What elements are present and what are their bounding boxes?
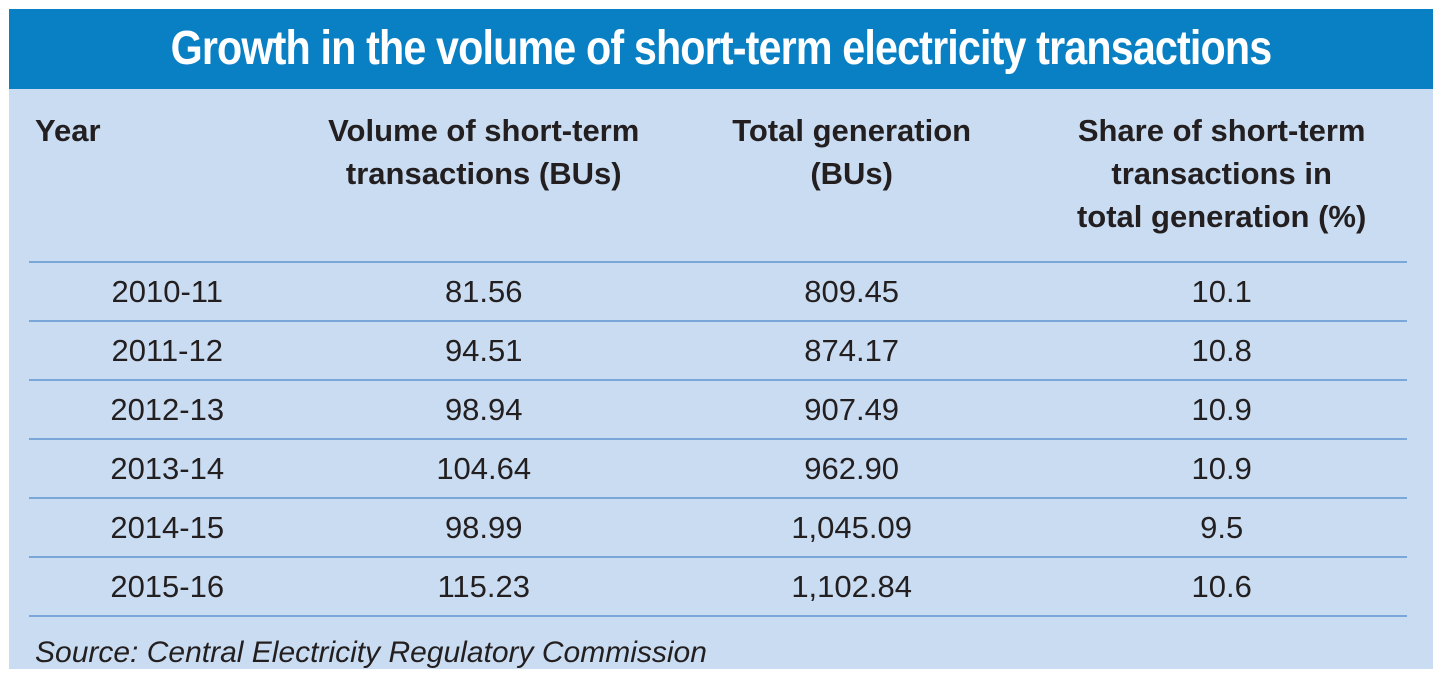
header-line: Year	[35, 113, 101, 148]
share-cell: 10.1	[1191, 273, 1252, 309]
share-cell: 10.6	[1191, 568, 1252, 604]
year-cell: 2012-13	[110, 391, 225, 427]
share-cell: 10.8	[1191, 332, 1252, 368]
header-line: Share of short-term	[1077, 113, 1366, 148]
header-line: Total generation	[732, 113, 972, 148]
volume-cell: 81.56	[444, 273, 523, 309]
share-cell: 10.9	[1191, 450, 1252, 486]
transactions-table: Year Volume of short-term transactions (…	[29, 89, 1407, 617]
table-row: 2011-12 94.51 874.17 10.8	[29, 321, 1407, 380]
generation-cell: 1,102.84	[791, 568, 912, 604]
column-header-volume: Volume of short-term transactions (BUs)	[300, 89, 667, 262]
source-note: Source: Central Electricity Regulatory C…	[35, 636, 707, 669]
table-row: 2010-11 81.56 809.45 10.1	[29, 262, 1407, 321]
volume-cell: 104.64	[436, 450, 532, 486]
volume-cell: 98.94	[444, 391, 523, 427]
table-row: 2014-15 98.99 1,045.09 9.5	[29, 498, 1407, 557]
header-line: transactions in	[1111, 156, 1332, 191]
year-cell: 2014-15	[110, 509, 225, 545]
volume-cell: 94.51	[444, 332, 523, 368]
header-row: Year Volume of short-term transactions (…	[29, 89, 1407, 262]
share-cell: 10.9	[1191, 391, 1252, 427]
table-row: 2013-14 104.64 962.90 10.9	[29, 439, 1407, 498]
chart-title: Growth in the volume of short-term elect…	[170, 22, 1273, 75]
generation-cell: 962.90	[804, 450, 900, 486]
header-line: Volume of short-term	[328, 113, 640, 148]
year-cell: 2010-11	[111, 273, 223, 309]
table-container: Year Volume of short-term transactions (…	[29, 89, 1407, 617]
generation-cell: 874.17	[804, 332, 900, 368]
volume-cell: 98.99	[444, 509, 523, 545]
header-line: transactions (BUs)	[345, 156, 622, 191]
generation-cell: 809.45	[804, 273, 900, 309]
year-cell: 2015-16	[110, 568, 225, 604]
header-line: total generation (%)	[1076, 199, 1367, 234]
table-row: 2015-16 115.23 1,102.84 10.6	[29, 557, 1407, 616]
column-header-year: Year	[29, 89, 300, 262]
title-bar: Growth in the volume of short-term elect…	[9, 9, 1433, 89]
infographic-card: Growth in the volume of short-term elect…	[9, 9, 1433, 669]
volume-cell: 115.23	[437, 568, 530, 604]
generation-cell: 1,045.09	[791, 509, 912, 545]
year-cell: 2013-14	[110, 450, 225, 486]
year-cell: 2011-12	[111, 332, 223, 368]
share-cell: 9.5	[1200, 509, 1244, 545]
generation-cell: 907.49	[804, 391, 900, 427]
column-header-share: Share of short-term transactions in tota…	[1036, 89, 1407, 262]
column-header-generation: Total generation (BUs)	[667, 89, 1036, 262]
header-line: (BUs)	[810, 156, 893, 191]
table-row: 2012-13 98.94 907.49 10.9	[29, 380, 1407, 439]
